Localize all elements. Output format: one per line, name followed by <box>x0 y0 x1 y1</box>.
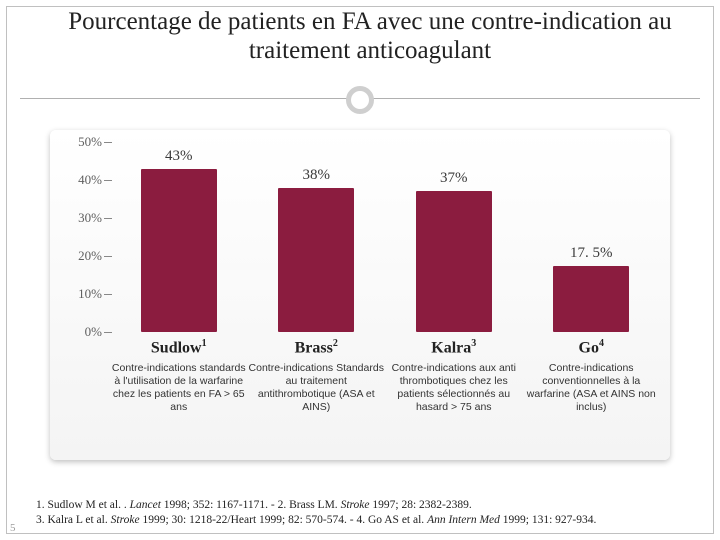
chart-panel: 0% 10% 20% 30% 40% 50% 43% 38% 37% 17. 5% Sudlow1… <box>50 130 670 460</box>
bar-chart: 0%10%20%30%40%50%43%38%37%17. 5% <box>110 142 660 332</box>
y-tick: 0% <box>62 324 102 340</box>
category-description: Contre-indications conventionnelles à la… <box>521 362 661 415</box>
bar <box>553 266 629 333</box>
y-tick: 20% <box>62 248 102 264</box>
category-label: Brass2 <box>295 338 338 357</box>
category-description: Contre-indications aux anti thrombotique… <box>384 362 524 415</box>
bar <box>278 188 354 332</box>
bar <box>141 169 217 332</box>
ref-text: 1. Sudlow M et al. . <box>36 499 130 511</box>
bar-value-label: 38% <box>303 167 331 184</box>
slide: Pourcentage de patients en FA avec une c… <box>0 0 720 540</box>
bar-value-label: 43% <box>165 148 193 165</box>
slide-title: Pourcentage de patients en FA avec une c… <box>60 8 680 66</box>
category-description: Contre-indications Standards au traiteme… <box>246 362 386 415</box>
category-label: Go4 <box>579 338 604 357</box>
y-tick: 10% <box>62 286 102 302</box>
y-tick: 30% <box>62 210 102 226</box>
ref-journal: Ann Intern Med <box>427 514 503 526</box>
ref-journal: Stroke <box>111 514 143 526</box>
ref-text: 1999; 30: 1218-22/Heart 1999; 82: 570-57… <box>142 514 427 526</box>
bar-value-label: 17. 5% <box>570 245 613 262</box>
y-tick: 50% <box>62 134 102 150</box>
ref-journal: Lancet <box>130 499 164 511</box>
bar <box>416 191 492 332</box>
y-tick: 40% <box>62 172 102 188</box>
ref-journal: Stroke <box>341 499 373 511</box>
category-label: Sudlow1 <box>151 338 207 357</box>
bar-value-label: 37% <box>440 170 468 187</box>
category-label: Kalra3 <box>431 338 476 357</box>
ref-text: 1997; 28: 2382-2389. <box>372 499 471 511</box>
page-number: 5 <box>10 522 16 534</box>
ref-text: 1998; 352: 1167-1171. - 2. Brass LM. <box>164 499 341 511</box>
decorative-ring-icon <box>346 86 374 114</box>
ref-text: 1999; 131: 927-934. <box>503 514 597 526</box>
category-description: Contre-indications standards à l'utilisa… <box>109 362 249 415</box>
ref-text: 3. Kalra L et al. <box>36 514 111 526</box>
references: 1. Sudlow M et al. . Lancet 1998; 352: 1… <box>36 498 700 528</box>
